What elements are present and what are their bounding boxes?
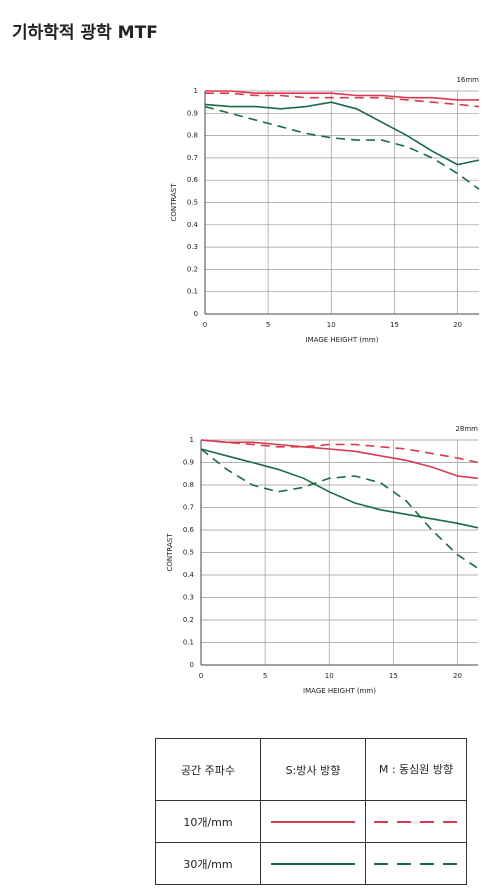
chart-title: 28mm — [455, 425, 478, 433]
charts: 00.10.20.30.40.50.60.70.80.910 5 10 15 2016m… — [166, 76, 480, 695]
y-tick-label: 0.4 — [183, 571, 195, 579]
y-tick-label: 0.6 — [187, 176, 199, 184]
x-tick-label: 10 — [327, 321, 336, 329]
y-tick-label: 0.3 — [187, 243, 198, 251]
y-tick-label: 0.1 — [183, 639, 194, 647]
legend-table: 공간 주파수 S:방사 방향 M : 동심원 방향 10개/mm 30개/mm — [155, 738, 467, 885]
line-sample — [365, 842, 467, 885]
line-sample — [365, 800, 467, 843]
x-tick-label: 20 — [453, 672, 462, 680]
header-cell: S:방사 방향 — [260, 738, 366, 801]
header-cell: 공간 주파수 — [155, 738, 261, 801]
y-tick-label: 0.5 — [187, 199, 198, 207]
series-line — [204, 105, 480, 190]
y-axis-label: CONTRAST — [170, 183, 178, 222]
y-tick-label: 0.2 — [187, 265, 198, 273]
y-tick-label: 1 — [190, 436, 194, 444]
series-line — [200, 439, 479, 480]
series-line — [205, 92, 480, 108]
y-tick-label: 0.8 — [187, 132, 198, 140]
row-label: 30개/mm — [155, 842, 261, 885]
y-tick-label: 0.6 — [183, 526, 195, 534]
y-tick-label: 0.9 — [183, 459, 194, 467]
x-axis-label: IMAGE HEIGHT (mm) — [303, 687, 376, 695]
row-label: 10개/mm — [155, 800, 261, 843]
line-sample — [260, 842, 366, 885]
x-tick-label: 10 — [325, 672, 334, 680]
x-tick-label: 0 — [203, 321, 207, 329]
x-tick-label: 20 — [453, 321, 462, 329]
x-tick-label: 0 — [199, 672, 203, 680]
x-axis-label: IMAGE HEIGHT (mm) — [306, 336, 379, 344]
y-tick-label: 0.9 — [187, 109, 198, 117]
line-sample — [260, 800, 366, 843]
series-line — [200, 448, 479, 569]
series-line — [205, 90, 479, 101]
y-tick-label: 0.1 — [187, 288, 198, 296]
page-title: 기하학적 광학 MTF — [12, 23, 158, 43]
y-axis-label: CONTRAST — [166, 533, 174, 572]
y-tick-label: 0 — [190, 661, 194, 669]
x-tick-label: 15 — [389, 672, 398, 680]
y-tick-label: 0.2 — [183, 616, 194, 624]
header-cell: M : 동심원 방향 — [365, 738, 467, 801]
y-tick-label: 0.4 — [187, 221, 199, 229]
y-tick-label: 0 — [194, 310, 198, 318]
y-tick-label: 0.7 — [183, 504, 194, 512]
y-tick-label: 0.5 — [183, 549, 194, 557]
series-line — [204, 101, 480, 166]
x-tick-label: 5 — [266, 321, 270, 329]
y-tick-label: 0.8 — [183, 481, 194, 489]
x-tick-label: 5 — [263, 672, 267, 680]
y-tick-label: 0.3 — [183, 594, 194, 602]
chart-title: 16mm — [456, 76, 479, 84]
x-tick-label: 15 — [390, 321, 399, 329]
y-tick-label: 0.7 — [187, 154, 198, 162]
series-line — [200, 448, 479, 529]
y-tick-label: 1 — [194, 87, 198, 95]
series-line — [200, 439, 479, 464]
